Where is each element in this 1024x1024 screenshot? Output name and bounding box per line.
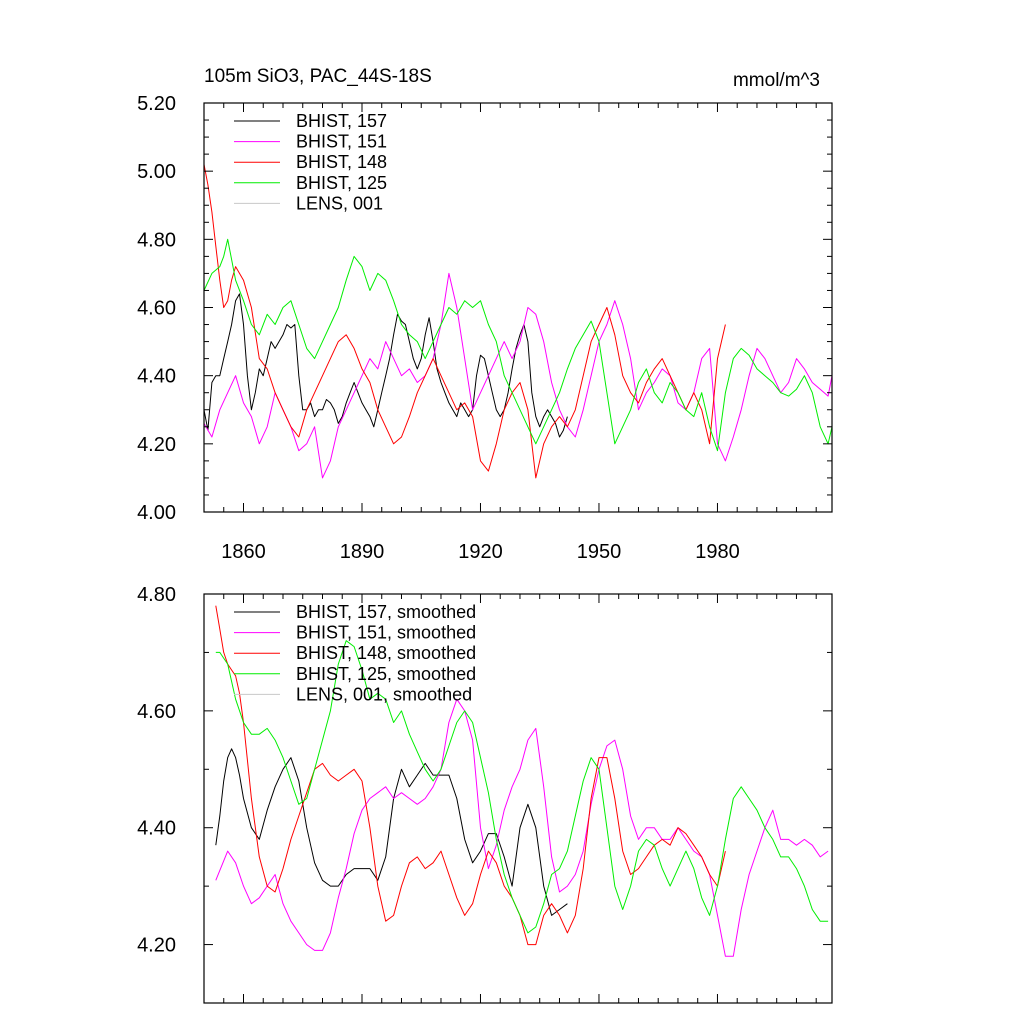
series-line-1-3	[215, 640, 829, 934]
chart-title: 105m SiO3, PAC_44S-18S	[204, 66, 432, 87]
y-tick-label: 4.80	[137, 229, 176, 251]
legend-label: BHIST, 125, smoothed	[296, 664, 476, 684]
series-line-0-2	[203, 164, 726, 479]
y-tick-label: 4.80	[137, 584, 176, 606]
series-line-0-1	[203, 272, 833, 479]
units-label: mmol/m^3	[733, 70, 820, 91]
x-tick-label: 1860	[221, 541, 266, 563]
legend-label: BHIST, 148	[296, 152, 387, 172]
x-tick-label: 1920	[458, 541, 503, 563]
legend-label: BHIST, 125	[296, 173, 387, 193]
y-tick-label: 4.60	[137, 701, 176, 723]
top-panel: 4.00 4.20 4.40 4.60 4.80 5.00 5.20 1860 1890 1920…	[137, 93, 833, 563]
x-tick-label: 1980	[695, 541, 740, 563]
legend-label: BHIST, 157	[296, 111, 387, 131]
y-tick-label: 5.00	[137, 161, 176, 183]
series-line-1-1	[215, 698, 829, 957]
y-tick-label: 4.20	[137, 434, 176, 456]
y-tick-label: 4.40	[137, 818, 176, 840]
series-line-1-0	[215, 748, 568, 916]
y-tick-label: 4.40	[137, 366, 176, 388]
legend-label: BHIST, 157, smoothed	[296, 602, 476, 622]
y-tick-label: 4.60	[137, 298, 176, 320]
legend-label: LENS, 001, smoothed	[296, 684, 472, 704]
series-line-1-2	[215, 605, 726, 946]
series-line-0-3	[203, 238, 833, 452]
series-line-0-0	[203, 293, 568, 438]
y-tick-label: 5.20	[137, 93, 176, 115]
x-tick-label: 1950	[577, 541, 622, 563]
legend-label: BHIST, 151	[296, 132, 387, 152]
y-tick-label: 4.00	[137, 502, 176, 524]
y-tick-label: 4.20	[137, 935, 176, 957]
plot-frame	[203, 593, 833, 1004]
legend-label: BHIST, 148, smoothed	[296, 643, 476, 663]
legend-label: LENS, 001	[296, 193, 383, 213]
x-tick-label: 1890	[340, 541, 385, 563]
legend-label: BHIST, 151, smoothed	[296, 623, 476, 643]
